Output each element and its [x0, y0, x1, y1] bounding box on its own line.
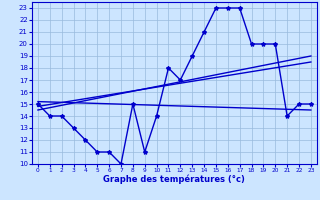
X-axis label: Graphe des températures (°c): Graphe des températures (°c) — [103, 175, 245, 184]
